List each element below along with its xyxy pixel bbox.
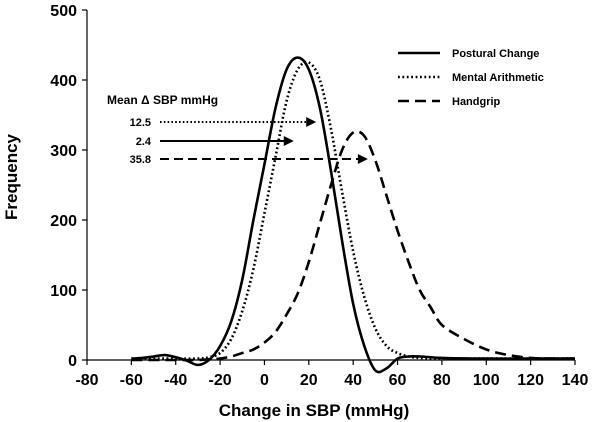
- annotation-arrowhead: [306, 117, 317, 127]
- x-axis-title: Change in SBP (mmHg): [219, 401, 409, 420]
- series-line-handgrip: [131, 130, 576, 362]
- annotation-arrowhead: [283, 136, 294, 146]
- x-tick-label: 140: [562, 372, 589, 389]
- annotation-label: 2.4: [136, 136, 152, 148]
- y-tick-label: 200: [50, 213, 77, 230]
- y-tick-label: 500: [50, 3, 77, 20]
- y-tick-label: 100: [50, 283, 77, 300]
- x-tick-label: -40: [164, 372, 187, 389]
- x-tick-label: 120: [517, 372, 544, 389]
- x-tick-label: 80: [433, 372, 451, 389]
- y-tick-label: 300: [50, 143, 77, 160]
- series-lines: [131, 56, 576, 374]
- y-tick-label: 400: [50, 73, 77, 90]
- legend: Postural Change Mental Arithmetic Handgrip: [398, 48, 544, 108]
- x-tick-label: -80: [75, 372, 98, 389]
- annotation-title: Mean Δ SBP mmHg: [107, 93, 218, 107]
- series-line-mental-arithmetic: [131, 60, 575, 360]
- legend-label: Handgrip: [452, 96, 501, 108]
- y-axis-ticks: 0 100 200 300 400 500: [50, 3, 87, 370]
- x-axis-ticks: -80 -60 -40 -20 0 20 40 60 80 100 120 140: [75, 360, 588, 389]
- annotation-label: 12.5: [130, 117, 151, 129]
- x-tick-label: 100: [473, 372, 500, 389]
- x-tick-label: 0: [260, 372, 269, 389]
- y-tick-label: 0: [68, 353, 77, 370]
- x-tick-label: 20: [300, 372, 318, 389]
- y-axis-title: Frequency: [2, 133, 21, 220]
- legend-label: Postural Change: [452, 48, 539, 60]
- annotation-arrowhead: [357, 154, 368, 164]
- x-tick-label: -20: [209, 372, 232, 389]
- annotation-label: 35.8: [130, 154, 151, 166]
- x-tick-label: 40: [344, 372, 362, 389]
- legend-label: Mental Arithmetic: [452, 72, 544, 84]
- mean-sbp-annotation: Mean Δ SBP mmHg 12.5 2.4 35.8: [107, 93, 368, 166]
- x-tick-label: 60: [389, 372, 407, 389]
- x-tick-label: -60: [120, 372, 143, 389]
